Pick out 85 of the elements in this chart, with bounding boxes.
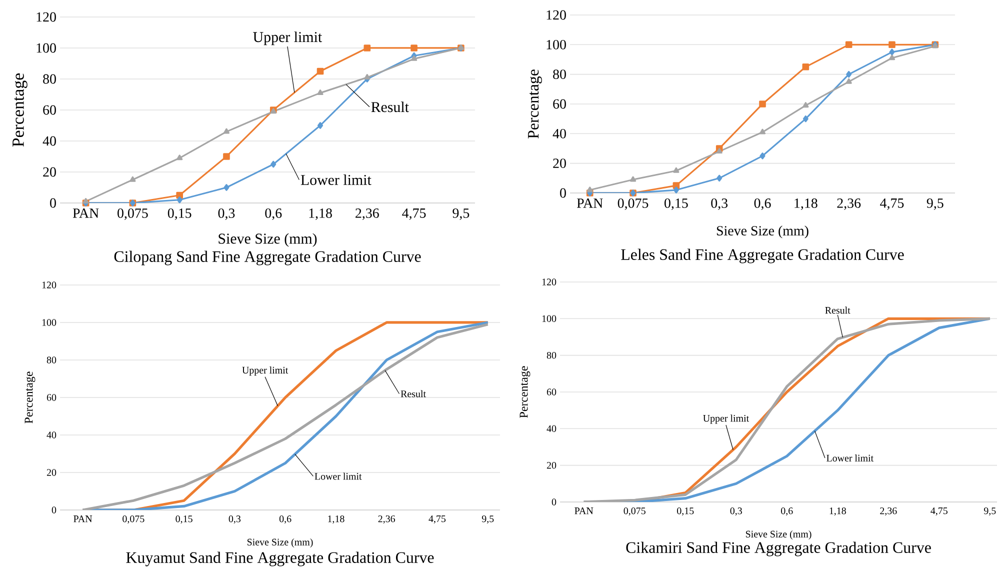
y-tick-label: 100 (542, 315, 556, 322)
y-tick-label: 100 (42, 319, 56, 326)
y-tick-label: 60 (46, 394, 56, 401)
x-tick-label: 4,75 (428, 516, 446, 524)
x-tick-label: 0,15 (176, 516, 192, 524)
x-tick-label: PAN (74, 516, 92, 522)
y-tick-label: 80 (553, 70, 566, 80)
x-tick-label: 0,6 (279, 516, 292, 524)
y-tick-label: 80 (43, 74, 56, 84)
y-tick-label: 60 (546, 388, 556, 396)
series-label: Result (371, 102, 409, 112)
text: Cikamiri Sand Fine Aggregate Gradation Curve (626, 542, 931, 556)
y-tick-label: 120 (546, 10, 566, 20)
y-tick-label: 40 (42, 136, 56, 146)
y-axis-title: Percentage (24, 372, 36, 424)
x-axis-title: Sieve Size (mm) (247, 538, 313, 548)
x-tick-label: 4,75 (930, 508, 948, 516)
x-tick-label: 0,6 (754, 198, 771, 210)
series-label: Lower limit (300, 174, 372, 185)
x-tick-label: 0,075 (118, 208, 148, 220)
series-label: Upper limit (253, 32, 322, 46)
x-tick-label: 0,075 (122, 516, 144, 524)
y-tick-label: 20 (46, 469, 56, 476)
x-tick-label: 1,18 (830, 508, 846, 516)
text: Lower limit (314, 472, 362, 480)
y-tick-label: 120 (542, 278, 556, 286)
y-tick-label: 120 (36, 12, 56, 22)
y-tick-label: 60 (43, 105, 56, 115)
y-tick-label: 80 (546, 352, 556, 359)
y-tick-label: 100 (546, 40, 566, 50)
x-tick-label: PAN (72, 208, 99, 218)
x-tick-label: 2,36 (837, 198, 861, 210)
y-tick-label: 40 (552, 128, 566, 138)
y-tick-label: 0 (50, 198, 56, 208)
x-axis-title: Sieve Size (mm) (746, 530, 812, 540)
x-tick-label: 9,5 (984, 508, 996, 516)
series-label: Upper limit (242, 366, 288, 376)
y-tick-label: 20 (553, 158, 566, 168)
x-tick-label: 0,3 (730, 508, 742, 516)
text: Cilopang Sand Fine Aggregate Gradation Curve (114, 250, 421, 266)
x-tick-label: 0,3 (218, 208, 235, 220)
x-tick-label: 1,18 (328, 516, 344, 524)
x-tick-label: 9,5 (482, 516, 494, 524)
y-axis-title: Percentage (12, 73, 28, 147)
x-tick-label: 9,5 (926, 198, 944, 210)
y-tick-label: 0 (52, 506, 56, 514)
x-tick-label: 9,5 (452, 208, 470, 220)
x-tick-label: 2,36 (356, 208, 379, 220)
x-tick-label: 0,3 (711, 198, 728, 210)
text: Result (400, 390, 426, 398)
text: Lower limit (826, 454, 874, 462)
x-tick-label: 2,36 (880, 508, 897, 516)
x-tick-label: 0,075 (618, 198, 648, 210)
x-tick-label: 4,75 (402, 208, 426, 220)
y-axis-title: Percentage (528, 70, 542, 138)
x-tick-label: 1,18 (794, 198, 818, 210)
x-tick-label: 1,18 (309, 208, 332, 220)
y-tick-label: 40 (46, 432, 56, 438)
x-tick-label: 0,6 (781, 508, 793, 516)
y-axis-title: Percentage (520, 366, 530, 418)
text: Leles Sand Fine Aggregate Gradation Curve (621, 248, 904, 264)
y-tick-label: 0 (560, 188, 566, 198)
text: Result (825, 306, 850, 314)
x-tick-label: PAN (576, 198, 603, 208)
y-tick-label: 120 (42, 282, 56, 288)
x-tick-label: 0,15 (664, 198, 688, 210)
y-tick-label: 20 (43, 167, 56, 177)
y-tick-label: 40 (546, 425, 556, 432)
x-tick-label: 4,75 (880, 198, 904, 210)
y-tick-label: 0 (552, 498, 556, 506)
y-tick-label: 100 (36, 43, 56, 53)
x-axis-title: Sieve Size (mm) (716, 226, 808, 238)
x-tick-label: 0,6 (265, 208, 282, 220)
series-label: Upper limit (703, 414, 750, 424)
x-tick-label: PAN (574, 508, 594, 514)
x-tick-label: 0,15 (168, 208, 192, 220)
x-tick-label: 0,075 (624, 508, 646, 516)
x-tick-label: 2,36 (378, 516, 396, 524)
y-tick-label: 20 (546, 462, 556, 469)
x-tick-label: 0,3 (228, 516, 241, 524)
x-tick-label: 0,15 (677, 508, 694, 516)
y-tick-label: 80 (46, 356, 56, 364)
x-axis-title: Sieve Size (mm) (218, 233, 317, 247)
text: Kuyamut Sand Fine Aggregate Gradation Curve (126, 552, 434, 566)
y-tick-label: 60 (553, 99, 566, 109)
